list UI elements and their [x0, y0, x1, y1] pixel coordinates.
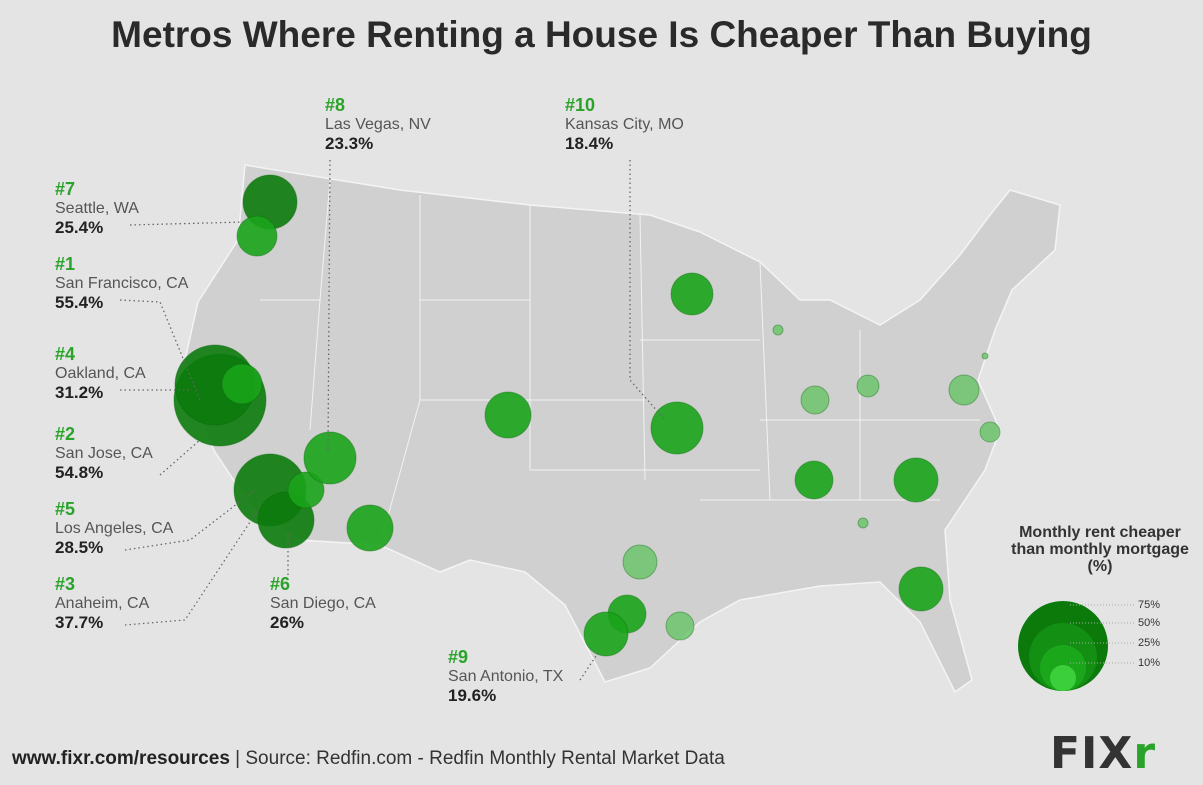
legend-level: 75%	[1138, 599, 1161, 611]
metro-bubble	[772, 324, 784, 336]
metro-label: #1 San Francisco, CA 55.4%	[55, 254, 189, 313]
metro-label: #8 Las Vegas, NV 23.3%	[325, 95, 431, 154]
metro-city: San Diego, CA	[270, 595, 376, 612]
metro-bubble	[979, 421, 1001, 443]
metro-city: Anaheim, CA	[55, 595, 150, 612]
metro-pct: 28.5%	[55, 538, 104, 557]
leader-lines	[119, 159, 666, 681]
state-borders	[260, 179, 980, 546]
footer-source: | Source: Redfin.com - Redfin Monthly Re…	[235, 748, 725, 769]
metro-rank: #5	[55, 499, 76, 519]
metro-city: Los Angeles, CA	[55, 520, 174, 537]
metro-bubble	[221, 363, 263, 405]
legend-level: 50%	[1138, 617, 1161, 629]
metro-bubble	[665, 611, 695, 641]
metro-pct: 19.6%	[448, 686, 497, 705]
metro-city: San Francisco, CA	[55, 275, 189, 292]
legend-level: 25%	[1138, 637, 1161, 649]
metro-rank: #2	[55, 424, 76, 444]
metro-pct: 25.4%	[55, 218, 104, 237]
metro-label: #2 San Jose, CA 54.8%	[55, 424, 153, 483]
metro-label: #3 Anaheim, CA 37.7%	[55, 574, 150, 633]
metro-rank: #9	[448, 647, 469, 667]
metro-bubble	[856, 374, 880, 398]
metro-bubble	[346, 504, 394, 552]
fixr-logo: FIXr	[1050, 728, 1157, 779]
legend-circles	[1018, 601, 1134, 691]
metro-bubble	[650, 401, 704, 455]
legend-level: 10%	[1138, 657, 1161, 669]
metro-bubble	[794, 460, 834, 500]
metro-label: #5 Los Angeles, CA 28.5%	[55, 499, 174, 558]
metro-rank: #6	[270, 574, 291, 594]
metro-pct: 37.7%	[55, 613, 104, 632]
metro-pct: 55.4%	[55, 293, 104, 312]
metro-bubble	[981, 352, 989, 360]
metro-pct: 23.3%	[325, 134, 374, 153]
page-title: Metros Where Renting a House Is Cheaper …	[111, 14, 1092, 55]
metro-bubble	[898, 566, 944, 612]
metro-bubble	[893, 457, 939, 503]
metro-label: #4 Oakland, CA 31.2%	[55, 344, 146, 403]
metro-pct: 31.2%	[55, 383, 104, 402]
metro-city: Las Vegas, NV	[325, 116, 431, 133]
metro-label: #7 Seattle, WA 25.4%	[55, 179, 139, 238]
metro-pct: 18.4%	[565, 134, 614, 153]
metro-bubble	[948, 374, 980, 406]
metro-city: San Jose, CA	[55, 445, 153, 462]
metro-pct: 26%	[270, 613, 305, 632]
metro-rank: #4	[55, 344, 76, 364]
metro-label: #10 Kansas City, MO 18.4%	[565, 95, 684, 154]
metro-bubble	[236, 215, 278, 257]
metro-rank: #7	[55, 179, 76, 199]
metro-city: Oakland, CA	[55, 365, 146, 382]
metro-rank: #8	[325, 95, 346, 115]
footer: www.fixr.com/resources | Source: Redfin.…	[12, 748, 725, 770]
metro-bubble	[670, 272, 714, 316]
metro-rank: #10	[565, 95, 596, 115]
metro-label: #9 San Antonio, TX 19.6%	[448, 647, 564, 706]
metro-city: Kansas City, MO	[565, 116, 684, 133]
metro-rank: #1	[55, 254, 76, 274]
footer-url[interactable]: www.fixr.com/resources	[12, 748, 230, 769]
metro-bubble	[287, 471, 325, 509]
metro-rank: #3	[55, 574, 76, 594]
metro-bubble	[800, 385, 830, 415]
metro-city: San Antonio, TX	[448, 668, 564, 685]
metro-bubble	[484, 391, 532, 439]
metro-bubble	[583, 611, 629, 657]
metro-bubble	[622, 544, 658, 580]
metro-bubble	[303, 431, 357, 485]
metro-city: Seattle, WA	[55, 200, 139, 217]
legend-title: Monthly rent cheaper than monthly mortga…	[1011, 524, 1189, 575]
legend-circle	[1050, 665, 1076, 691]
metro-label: #6 San Diego, CA 26%	[270, 574, 376, 633]
metro-pct: 54.8%	[55, 463, 104, 482]
metro-bubble	[857, 517, 869, 529]
